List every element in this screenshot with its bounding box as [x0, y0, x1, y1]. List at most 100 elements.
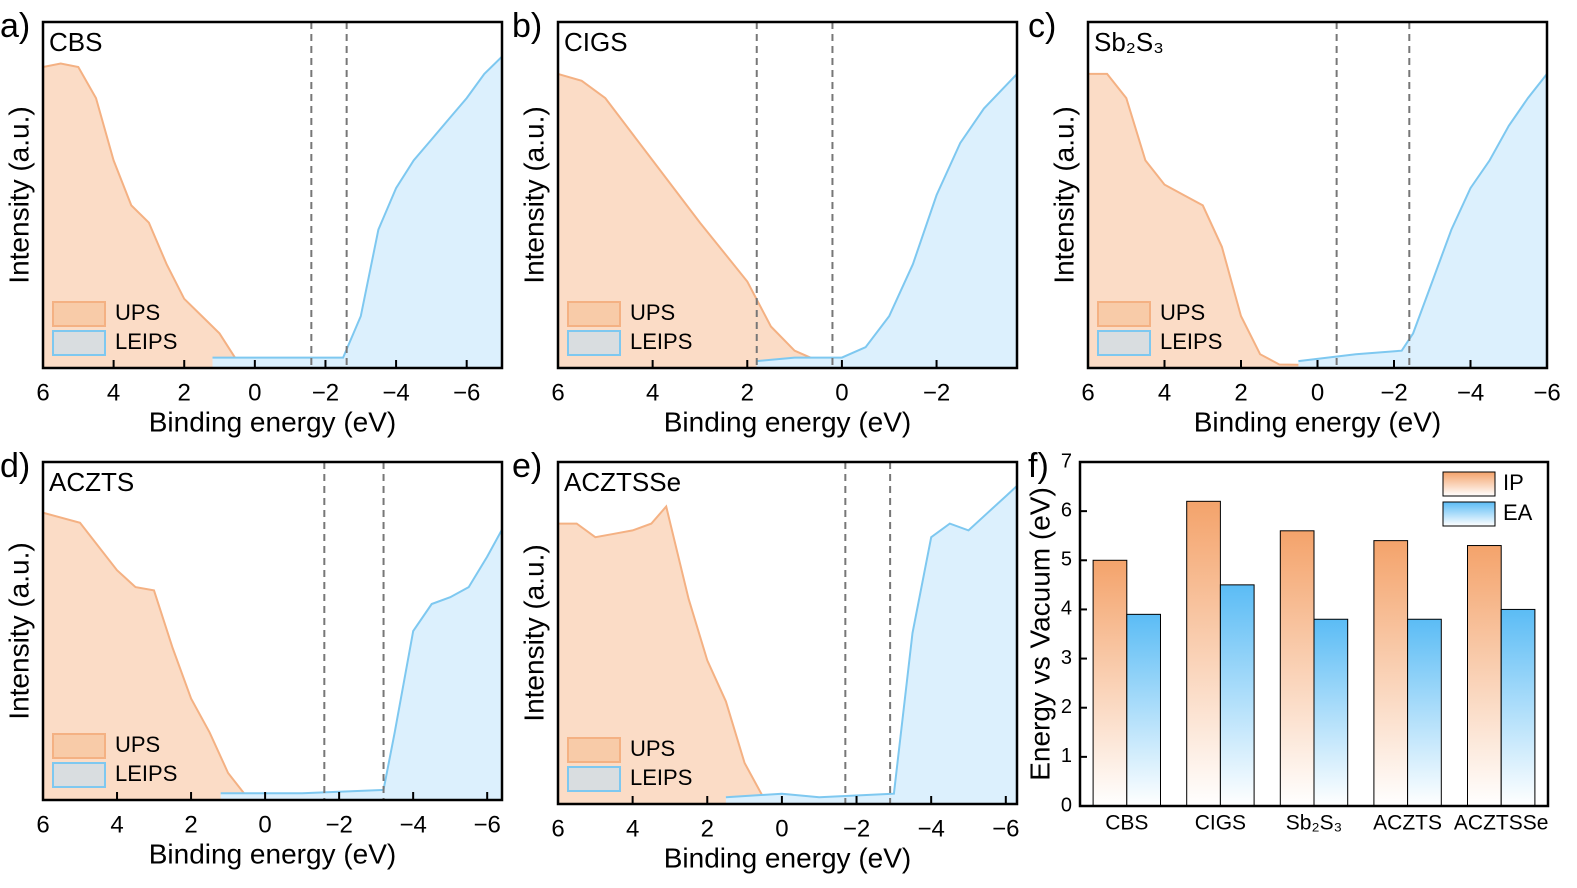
- panel-label: c): [1028, 7, 1056, 45]
- legend-label: LEIPS: [115, 329, 177, 354]
- plot-frame: [1086, 20, 1549, 370]
- spectrum-line: [725, 485, 1017, 799]
- legend-label: UPS: [630, 736, 675, 761]
- x-tick-label: −2: [325, 811, 352, 838]
- area-fill: [756, 73, 1017, 368]
- plot-frame: [41, 460, 504, 802]
- x-tick-label: 6: [1081, 379, 1094, 406]
- area-fill: [43, 512, 303, 800]
- x-axis-label: Binding energy (eV): [149, 406, 396, 437]
- plot-frame: [1078, 460, 1550, 808]
- x-tick-label: 2: [178, 379, 191, 406]
- area-fill: [220, 529, 502, 800]
- legend-swatch: [52, 301, 106, 327]
- panel-title: Sb₂S₃: [1094, 27, 1164, 57]
- x-tick-label: −6: [992, 815, 1019, 842]
- spectrum-line: [1088, 72, 1509, 368]
- x-axis-label: Binding energy (eV): [149, 838, 396, 869]
- x-tick-label: 2: [741, 379, 754, 406]
- legend-label: UPS: [115, 300, 160, 325]
- x-tick-label: 0: [258, 811, 271, 838]
- spectrum-line: [558, 72, 843, 366]
- legend-swatch: [52, 733, 106, 759]
- x-tick-label: −4: [399, 811, 426, 838]
- bar: [1186, 500, 1221, 807]
- panel-title: ACZTSSe: [564, 467, 681, 497]
- spectrum-line: [558, 504, 783, 804]
- area-fill: [212, 56, 502, 368]
- y-tick-label: 6: [1061, 499, 1072, 521]
- legend-swatch: [52, 330, 106, 356]
- y-axis-label: Intensity (a.u.): [3, 106, 34, 283]
- legend-swatch: [567, 737, 621, 763]
- x-tick-label: ACZTSSe: [1454, 812, 1549, 835]
- x-tick-label: CBS: [1105, 812, 1148, 835]
- x-tick-label: 4: [107, 379, 120, 406]
- x-tick-label: 4: [646, 379, 659, 406]
- bar: [1467, 545, 1502, 807]
- x-tick-label: 2: [1234, 379, 1247, 406]
- y-axis-label: Intensity (a.u.): [3, 542, 34, 719]
- panel-label: e): [512, 447, 542, 485]
- x-tick-label: 6: [36, 379, 49, 406]
- legend-swatch: [1097, 330, 1151, 356]
- legend-label: LEIPS: [1160, 329, 1222, 354]
- x-tick-label: 0: [775, 815, 788, 842]
- legend-swatch: [1442, 471, 1496, 497]
- x-tick-label: 4: [1158, 379, 1171, 406]
- x-tick-label: −6: [474, 811, 501, 838]
- y-tick-label: 4: [1061, 598, 1072, 620]
- legend-label: UPS: [115, 732, 160, 757]
- panel-label: f): [1028, 447, 1049, 485]
- legend-label: LEIPS: [115, 761, 177, 786]
- x-tick-label: 6: [36, 811, 49, 838]
- plot-frame: [556, 460, 1019, 806]
- spectrum-line: [756, 73, 1017, 363]
- x-tick-label: 0: [835, 379, 848, 406]
- legend-label: UPS: [630, 300, 675, 325]
- x-tick-label: 6: [551, 815, 564, 842]
- spectrum-line: [220, 529, 502, 795]
- bar: [1092, 559, 1128, 807]
- legend-swatch: [1442, 501, 1496, 527]
- x-tick-label: 2: [701, 815, 714, 842]
- x-tick-label: ACZTS: [1373, 812, 1442, 835]
- x-tick-label: −2: [923, 379, 950, 406]
- legend-label: IP: [1503, 470, 1524, 495]
- x-tick-label: −6: [453, 379, 480, 406]
- x-axis-label: Binding energy (eV): [664, 842, 911, 873]
- y-tick-label: 0: [1061, 794, 1072, 816]
- x-axis-label: Binding energy (eV): [664, 406, 911, 437]
- legend-swatch: [1097, 301, 1151, 327]
- y-tick-label: 5: [1061, 549, 1072, 571]
- x-tick-label: −4: [382, 379, 409, 406]
- x-tick-label: −6: [1533, 379, 1560, 406]
- bar: [1500, 608, 1536, 807]
- bar: [1219, 584, 1255, 807]
- spectrum-line: [43, 62, 291, 366]
- area-fill: [725, 485, 1017, 804]
- area-fill: [1088, 73, 1509, 368]
- y-tick-label: 3: [1061, 647, 1072, 669]
- y-tick-label: 2: [1061, 696, 1072, 718]
- plot-frame: [41, 20, 504, 370]
- panel-label: b): [512, 7, 542, 45]
- area-fill: [1298, 73, 1547, 368]
- y-axis-label: Intensity (a.u.): [518, 544, 549, 721]
- x-tick-label: 2: [184, 811, 197, 838]
- y-axis-label: Intensity (a.u.): [518, 106, 549, 283]
- bar: [1279, 530, 1315, 807]
- x-tick-label: −2: [312, 379, 339, 406]
- y-tick-label: 7: [1061, 450, 1072, 472]
- legend-label: EA: [1503, 500, 1533, 525]
- x-tick-label: 0: [1311, 379, 1324, 406]
- area-fill: [558, 506, 782, 804]
- area-fill: [558, 73, 842, 368]
- x-axis-label: Binding energy (eV): [1194, 406, 1441, 437]
- panel-title: ACZTS: [49, 467, 134, 497]
- y-axis-label: Energy vs Vacuum (eV): [1024, 487, 1055, 781]
- panel-label: a): [0, 7, 30, 45]
- x-tick-label: −4: [917, 815, 944, 842]
